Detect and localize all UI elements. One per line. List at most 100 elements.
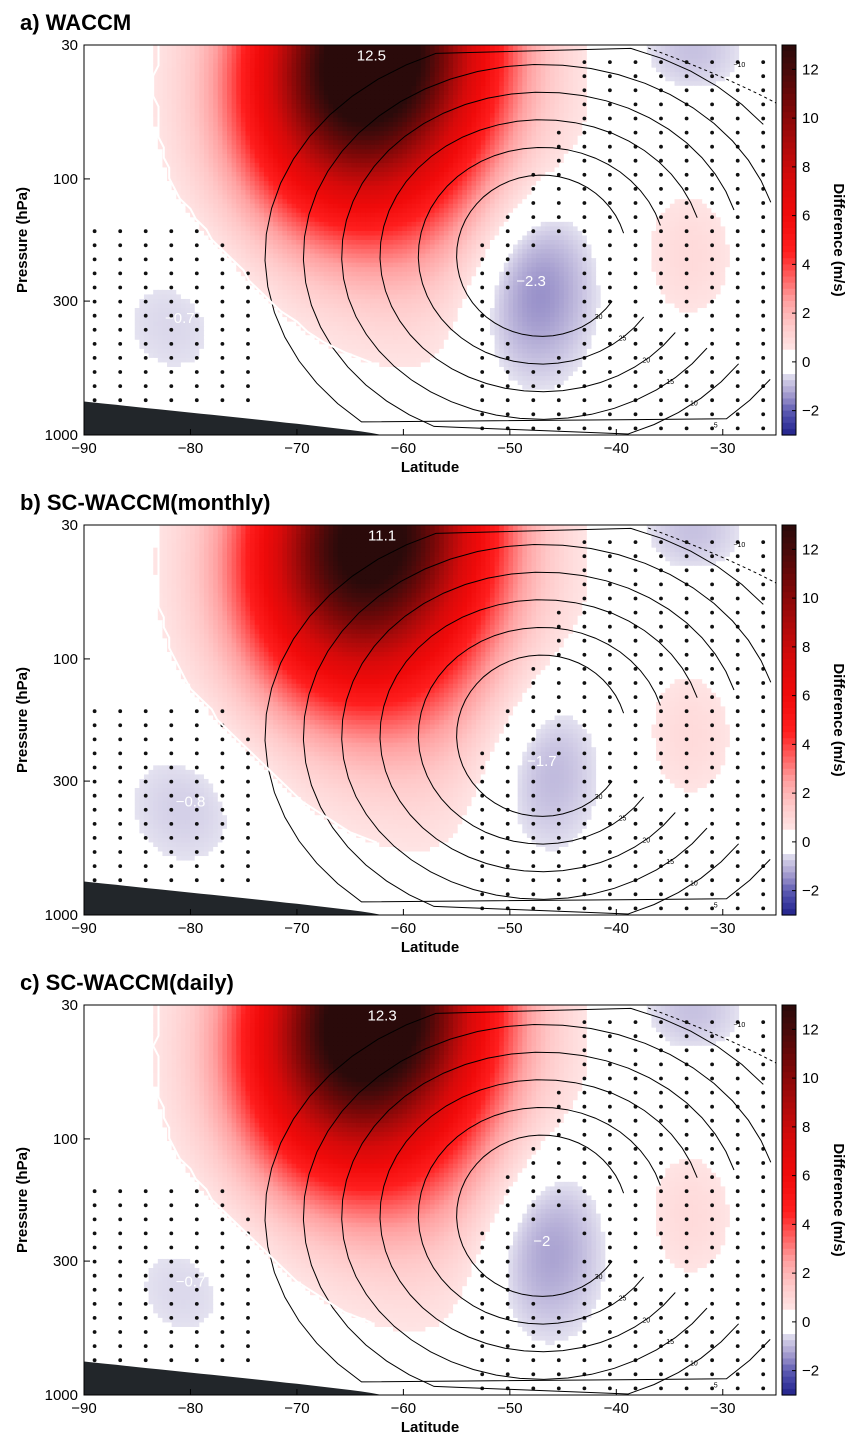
heatmap-cell — [149, 68, 154, 73]
heatmap-cell — [172, 59, 177, 64]
heatmap-cell — [462, 63, 467, 68]
heatmap-cell — [245, 54, 250, 59]
heatmap-cell — [601, 72, 606, 77]
heatmap-cell — [250, 45, 255, 50]
heatmap-cell — [301, 59, 306, 64]
heatmap-cell — [126, 77, 131, 82]
heatmap-cell — [615, 45, 620, 50]
heatmap-cell — [361, 72, 366, 77]
heatmap-cell — [527, 68, 532, 73]
heatmap-cell — [615, 68, 620, 73]
heatmap-cell — [555, 54, 560, 59]
heatmap-cell — [513, 59, 518, 64]
heatmap-cell — [333, 50, 338, 55]
heatmap-cell — [185, 50, 190, 55]
heatmap-cell — [204, 54, 209, 59]
heatmap-cell — [518, 68, 523, 73]
heatmap-cell — [541, 45, 546, 50]
heatmap-cell — [135, 68, 140, 73]
heatmap-cell — [195, 45, 200, 50]
heatmap-cell — [430, 63, 435, 68]
heatmap-cell — [139, 45, 144, 50]
heatmap-cell — [564, 59, 569, 64]
heatmap-cell — [195, 63, 200, 68]
heatmap-cell — [610, 54, 615, 59]
heatmap-cell — [310, 54, 315, 59]
heatmap-cell — [531, 59, 536, 64]
heatmap-cell — [734, 50, 739, 55]
heatmap-cell — [176, 50, 181, 55]
heatmap-cell — [245, 68, 250, 73]
heatmap-cell — [767, 54, 772, 59]
heatmap-cell — [116, 50, 121, 55]
heatmap-cell — [430, 68, 435, 73]
heatmap-cell — [342, 63, 347, 68]
heatmap-cell — [167, 68, 172, 73]
heatmap-cell — [347, 77, 352, 82]
heatmap-cell — [647, 68, 652, 73]
heatmap-cell — [679, 50, 684, 55]
heatmap-cell — [767, 72, 772, 77]
heatmap-cell — [508, 72, 513, 77]
heatmap-cell — [412, 68, 417, 73]
heatmap-cell — [499, 68, 504, 73]
heatmap-cell — [444, 50, 449, 55]
heatmap-cell — [213, 45, 218, 50]
heatmap-cell — [412, 72, 417, 77]
heatmap-cell — [661, 45, 666, 50]
heatmap-cell — [476, 63, 481, 68]
heatmap-cell — [324, 45, 329, 50]
heatmap-cell — [218, 77, 223, 82]
heatmap-cell — [670, 45, 675, 50]
heatmap-cell — [416, 68, 421, 73]
heatmap-cell — [670, 68, 675, 73]
heatmap-cell — [744, 50, 749, 55]
heatmap-cell — [647, 72, 652, 77]
heatmap-cell — [398, 77, 403, 82]
heatmap-cell — [748, 72, 753, 77]
heatmap-cell — [748, 68, 753, 73]
heatmap-cell — [329, 72, 334, 77]
heatmap-cell — [472, 54, 477, 59]
heatmap-cell — [342, 50, 347, 55]
heatmap-cell — [550, 72, 555, 77]
heatmap-cell — [499, 59, 504, 64]
heatmap-cell — [278, 54, 283, 59]
heatmap-cell — [513, 68, 518, 73]
heatmap-cell — [172, 45, 177, 50]
heatmap-cell — [107, 68, 112, 73]
heatmap-cell — [633, 68, 638, 73]
heatmap-cell — [195, 72, 200, 77]
heatmap-cell — [591, 72, 596, 77]
heatmap-cell — [296, 68, 301, 73]
heatmap-cell — [292, 63, 297, 68]
heatmap-cell — [204, 68, 209, 73]
heatmap-cell — [107, 72, 112, 77]
heatmap-cell — [398, 72, 403, 77]
heatmap-cell — [273, 68, 278, 73]
heatmap-cell — [236, 54, 241, 59]
heatmap-cell — [282, 54, 287, 59]
heatmap-cell — [319, 50, 324, 55]
heatmap-cell — [425, 68, 430, 73]
heatmap-cell — [688, 50, 693, 55]
heatmap-cell — [333, 77, 338, 82]
heatmap-cell — [342, 68, 347, 73]
heatmap-cell — [388, 77, 393, 82]
heatmap-cell — [651, 63, 656, 68]
heatmap-cell — [651, 68, 656, 73]
heatmap-cell — [702, 50, 707, 55]
heatmap-cell — [126, 63, 131, 68]
heatmap-cell — [338, 63, 343, 68]
heatmap-cell — [568, 72, 573, 77]
heatmap-cell — [462, 54, 467, 59]
heatmap-cell — [481, 45, 486, 50]
heatmap-cell — [407, 72, 412, 77]
heatmap-cell — [245, 72, 250, 77]
heatmap-cell — [84, 77, 89, 82]
heatmap-cell — [628, 59, 633, 64]
heatmap-cell — [315, 59, 320, 64]
heatmap-cell — [555, 45, 560, 50]
heatmap-cell — [596, 72, 601, 77]
heatmap-cell — [199, 68, 204, 73]
